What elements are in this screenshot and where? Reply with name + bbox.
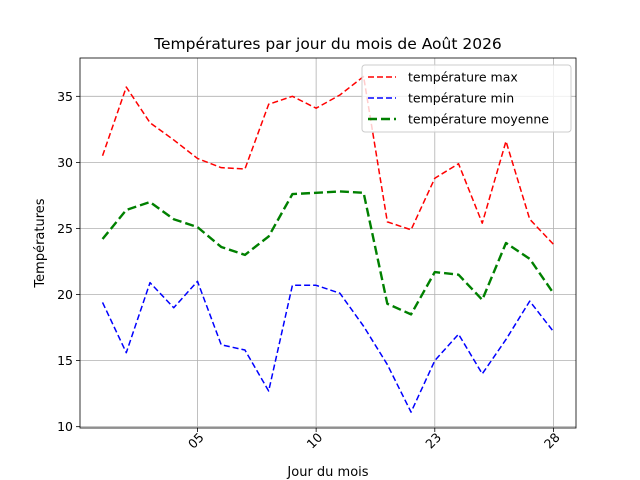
series-layer bbox=[101, 75, 555, 413]
grid bbox=[80, 58, 576, 428]
plot-frame bbox=[79, 57, 577, 429]
legend-label: température max bbox=[408, 70, 518, 85]
y-tick-label: 25 bbox=[57, 221, 73, 236]
y-tick-label: 10 bbox=[57, 419, 73, 434]
series-line-2 bbox=[101, 280, 555, 413]
x-axis-label: Jour du mois bbox=[286, 465, 368, 480]
legend-box bbox=[361, 64, 572, 133]
legend: température max température min températur… bbox=[361, 64, 572, 133]
legend-label: température moyenne bbox=[408, 112, 549, 127]
y-tick-label: 15 bbox=[57, 353, 73, 368]
series-line-1 bbox=[101, 75, 554, 245]
y-axis-label: Températures bbox=[33, 198, 48, 288]
series-line-3 bbox=[101, 190, 555, 316]
y-tick-label: 20 bbox=[57, 287, 73, 302]
chart-title: Températures par jour du mois de Août 20… bbox=[153, 35, 502, 53]
y-tick-label: 35 bbox=[57, 89, 73, 104]
legend-label: température min bbox=[408, 91, 514, 106]
y-tick-label: 30 bbox=[57, 155, 73, 170]
y-axis: 10 15 20 25 30 35 bbox=[57, 89, 80, 434]
